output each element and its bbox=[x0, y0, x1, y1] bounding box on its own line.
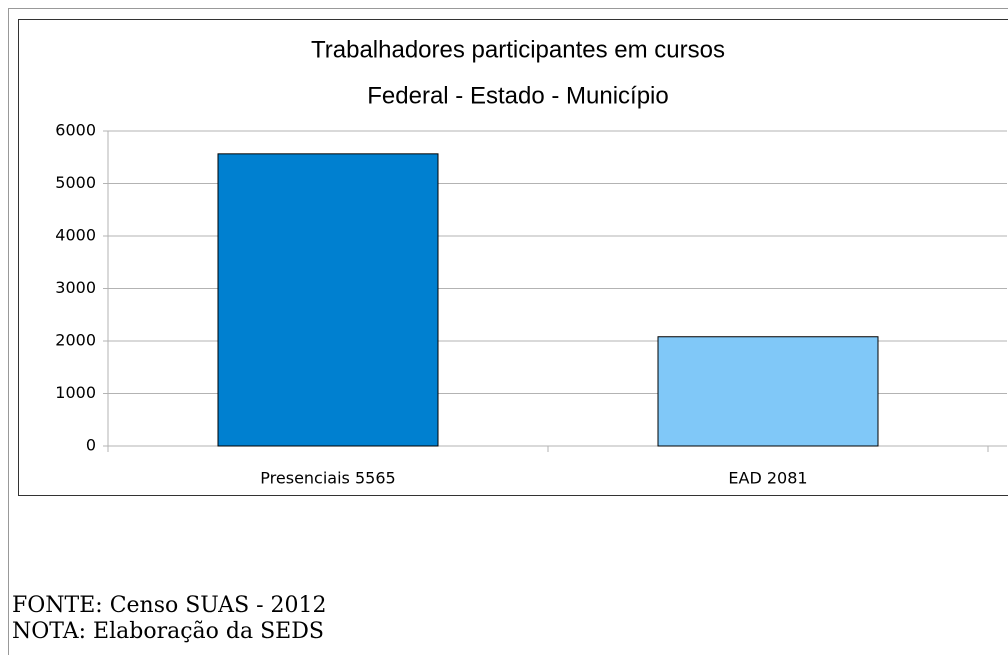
chart-subtitle: Federal - Estado - Município bbox=[367, 82, 668, 109]
x-tick-label: EAD 2081 bbox=[728, 469, 807, 488]
bar bbox=[657, 336, 879, 447]
y-tick-label: 0 bbox=[86, 436, 96, 455]
y-tick-label: 1000 bbox=[55, 383, 96, 402]
y-tick-label: 4000 bbox=[55, 226, 96, 245]
y-tick-label: 2000 bbox=[55, 331, 96, 350]
y-tick-label: 5000 bbox=[55, 173, 96, 192]
y-tick-label: 6000 bbox=[55, 121, 96, 140]
y-tick-label: 3000 bbox=[55, 278, 96, 297]
note: NOTA: Elaboração da SEDS bbox=[12, 619, 324, 644]
source: FONTE: Censo SUAS - 2012 bbox=[12, 593, 327, 618]
x-tick-label: Presenciais 5565 bbox=[260, 469, 395, 488]
chart-title: Trabalhadores participantes em cursos bbox=[311, 36, 725, 63]
bar bbox=[217, 153, 439, 447]
